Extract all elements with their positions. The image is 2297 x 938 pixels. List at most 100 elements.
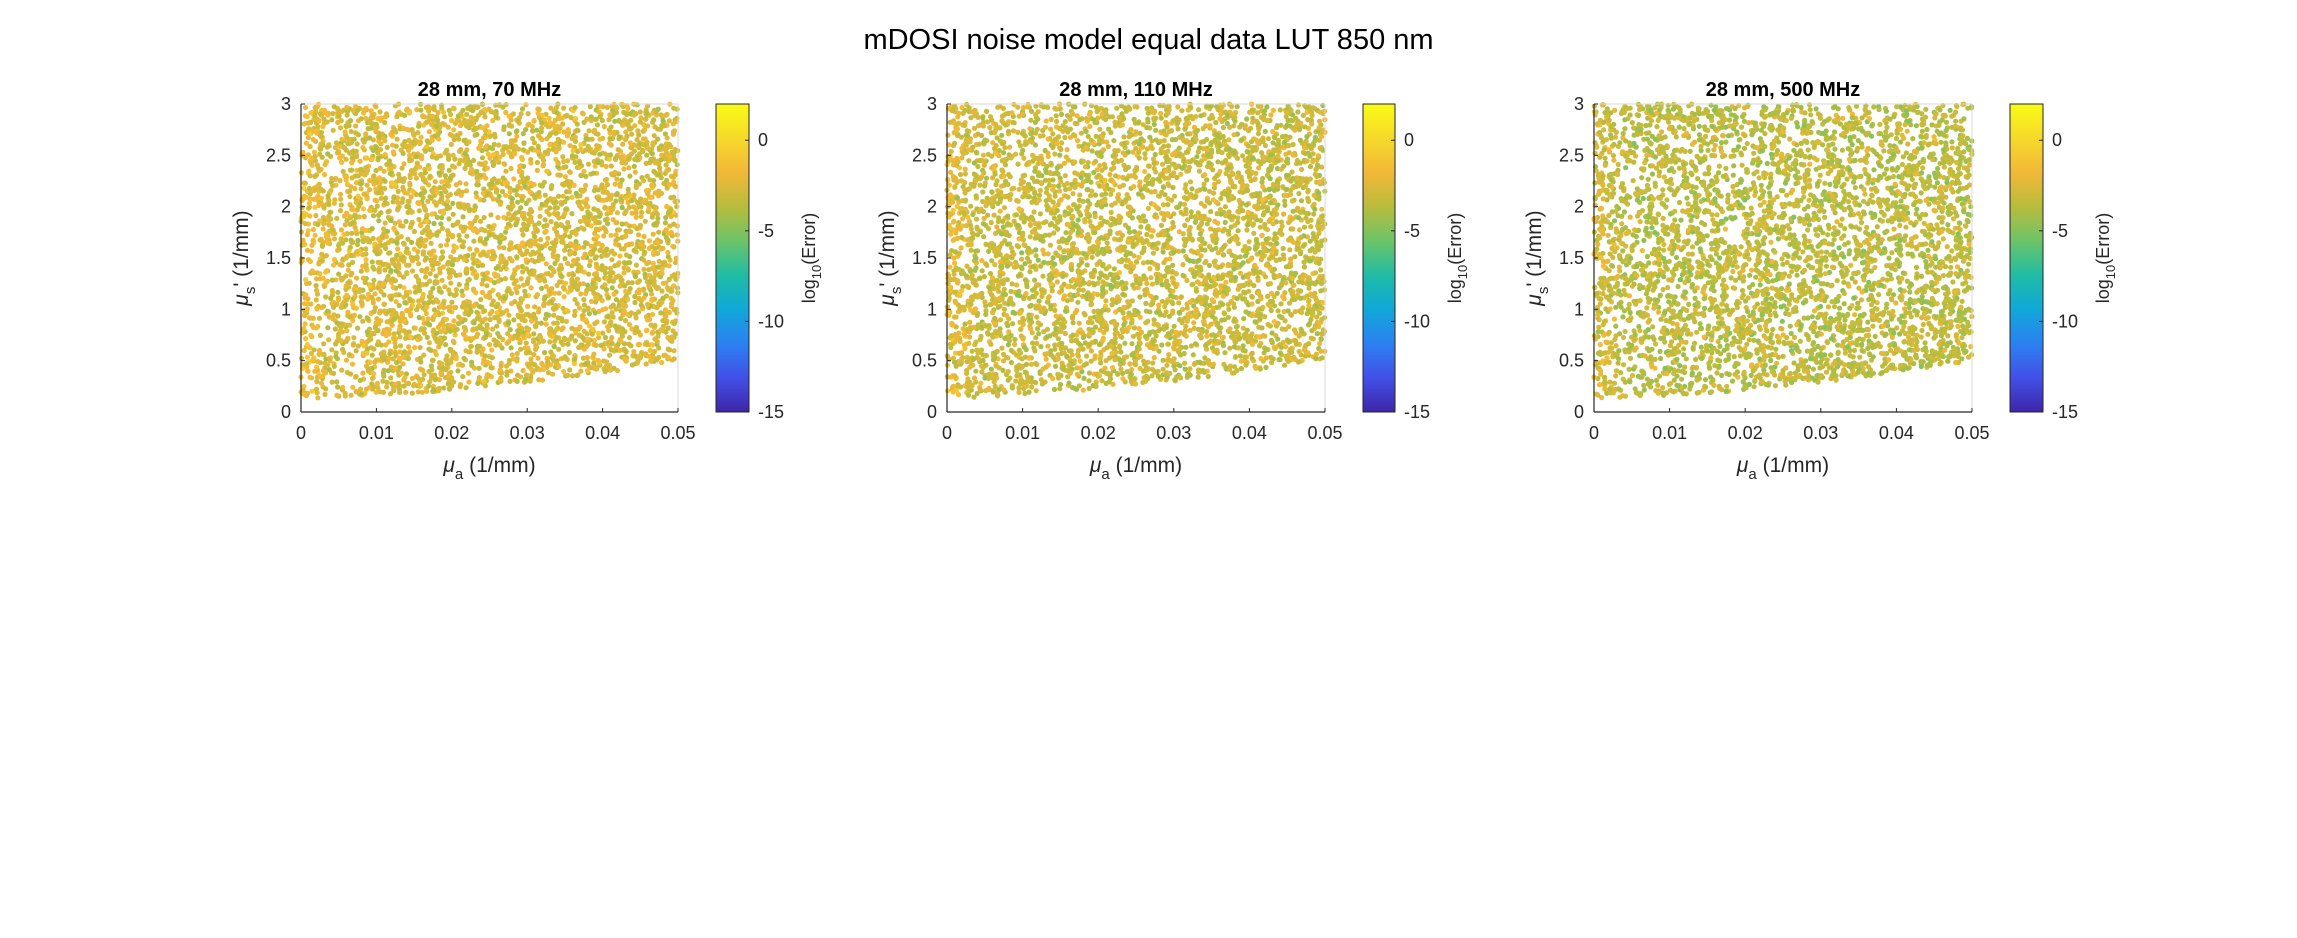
scatter-point [356,214,362,220]
scatter-point [490,298,496,304]
scatter-point [417,243,423,249]
scatter-point [593,342,599,348]
scatter-point [531,117,537,124]
scatter-point [565,372,571,378]
scatter-point [506,312,512,318]
scatter-point [466,349,472,355]
scatter-point [482,160,488,166]
scatter-point [320,214,327,221]
scatter-point [666,158,672,164]
scatter-point [484,270,490,276]
scatter-point [365,296,371,302]
scatter-point [532,259,538,265]
scatter-point [614,191,620,197]
scatter-point [520,147,527,153]
scatter-point [310,227,316,233]
x-tick-label: 0.01 [359,423,394,443]
scatter-point [497,239,503,245]
scatter-point [396,171,402,178]
scatter-point [331,236,338,242]
scatter-point [321,221,327,227]
scatter-point [448,348,454,354]
scatter-point [344,292,350,298]
scatter-point [347,118,354,124]
scatter-point [349,160,355,166]
scatter-point [373,389,379,395]
scatter-point [427,194,433,200]
scatter-point [569,194,575,200]
scatter-point [404,250,410,256]
scatter-point [311,324,317,331]
scatter-point [635,128,641,134]
scatter-point [323,269,329,275]
scatter-point [594,233,601,240]
scatter-point [391,384,397,390]
scatter-point [636,353,643,359]
scatter-point [308,160,314,166]
scatter-point [1050,255,1056,261]
scatter-point [317,146,324,152]
scatter-point [578,142,584,148]
scatter-point [523,257,529,263]
scatter-point [511,176,517,182]
scatter-point [388,268,394,274]
scatter-point [390,149,396,155]
scatter-point [507,378,513,384]
scatter-point [388,131,394,137]
scatter-point [669,334,675,340]
scatter-point [623,110,629,116]
scatter-point [449,299,455,305]
scatter-point [623,260,629,266]
scatter-point [301,213,307,220]
scatter-point [1176,145,1182,151]
scatter-point [1058,111,1065,117]
scatter-point [378,185,384,191]
scatter-point [583,182,589,188]
scatter-point [561,158,567,165]
scatter-point [556,290,562,296]
scatter-point [637,141,643,147]
scatter-point [400,125,407,132]
scatter-point [481,197,487,203]
scatter-point [491,280,498,286]
scatter-point [622,137,629,143]
scatter-point [633,262,640,268]
scatter-point [348,128,354,135]
scatter-point [316,181,322,187]
scatter-point [567,234,573,240]
scatter-point [317,373,323,379]
scatter-point [531,140,538,146]
scatter-point [633,182,639,189]
scatter-point [618,246,625,252]
scatter-point [651,282,658,288]
scatter-point [629,241,635,247]
scatter-point [646,238,653,244]
scatter-point [459,362,466,368]
scatter-point [598,184,605,191]
scatter-point [427,271,433,277]
scatter-point [406,380,412,386]
scatter-point [401,161,407,167]
scatter-point [592,365,598,372]
scatter-point [450,338,456,344]
scatter-point [540,338,546,344]
scatter-point [607,352,613,358]
y-tick-label: 3 [281,94,291,114]
scatter-point [558,315,565,322]
scatter-point [439,254,446,260]
scatter-point [672,172,678,178]
scatter-point [337,178,343,184]
scatter-point [609,171,615,177]
scatter-point [503,144,509,150]
scatter-point [358,200,364,206]
scatter-point [383,332,389,339]
scatter-point [668,213,674,220]
scatter-point [531,331,537,337]
scatter-point [468,343,474,349]
scatter-point [539,245,545,251]
scatter-point [592,116,599,122]
scatter-point [551,357,557,363]
scatter-point [655,264,661,270]
scatter-point [419,230,425,236]
scatter-point [541,302,547,308]
